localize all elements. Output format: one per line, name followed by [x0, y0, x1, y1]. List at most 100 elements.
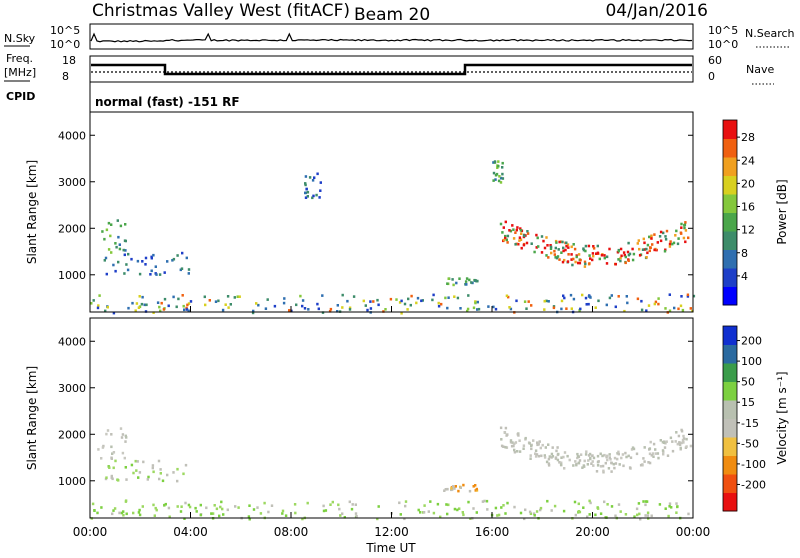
velocity-cell-4-132	[432, 511, 436, 515]
velocity-cell-3-70	[621, 453, 625, 456]
velocity-cell-3-135	[511, 441, 514, 444]
velocity-cell-2-0	[472, 485, 475, 488]
velocity-cell-3-81	[540, 454, 543, 458]
nsky-trace	[90, 32, 693, 43]
velocity-cell-4-144	[494, 506, 498, 510]
power-cell-6-16	[492, 305, 495, 309]
power-cell-5-38	[641, 248, 645, 251]
power-ytick-label-3: 1000	[58, 269, 86, 282]
velocity-cell-4-148	[646, 514, 650, 517]
power-cell-6-181	[647, 304, 651, 307]
velocity-cbar-label-1: 100	[741, 355, 762, 368]
power-cell-2-16	[308, 176, 312, 179]
velocity-cell-3-170	[599, 465, 603, 468]
power-cell-5-113	[668, 242, 672, 246]
velocity-cell-4-195	[221, 507, 224, 511]
power-cell-6-130	[217, 299, 220, 303]
velocity-cell-4-133	[637, 502, 641, 505]
velocity-cell-3-191	[536, 443, 539, 447]
power-cell-6-132	[640, 299, 643, 303]
velocity-cell-3-160	[513, 442, 516, 445]
power-colorbar-swatch-8	[723, 138, 737, 158]
velocity-cell-1-6	[138, 471, 142, 474]
power-cell-1-3	[158, 273, 162, 276]
velocity-cell-4-99	[188, 505, 192, 509]
velocity-cell-4-89	[234, 505, 237, 508]
velocity-cell-4-68	[403, 517, 406, 521]
velocity-cell-4-30	[588, 513, 591, 516]
velocity-cell-0-4	[110, 445, 113, 449]
power-cell-6-23	[594, 306, 597, 309]
velocity-cell-1-7	[184, 463, 188, 467]
power-cell-5-28	[517, 242, 520, 246]
power-cell-5-26	[578, 261, 582, 265]
power-cell-6-48	[691, 309, 694, 313]
velocity-cell-3-163	[635, 452, 639, 456]
velocity-cell-4-106	[137, 511, 141, 514]
velocity-cell-3-15	[560, 456, 563, 459]
power-cell-6-82	[163, 297, 167, 301]
velocity-cell-4-125	[331, 500, 334, 504]
velocity-cell-4-196	[252, 508, 256, 511]
velocity-cell-4-0	[614, 514, 617, 518]
velocity-cell-3-107	[585, 450, 588, 453]
power-cell-6-65	[348, 306, 352, 310]
power-cell-5-204	[663, 249, 667, 253]
velocity-cell-0-17	[121, 433, 125, 436]
velocity-cell-3-125	[595, 470, 599, 473]
power-cell-6-13	[437, 301, 440, 305]
velocity-cell-3-204	[592, 456, 596, 460]
velocity-cell-3-6	[649, 440, 652, 444]
power-cell-6-134	[588, 295, 592, 299]
power-colorbar: 28 24 20 16 12 8 4	[722, 119, 755, 306]
power-cell-2-12	[304, 175, 308, 178]
power-cell-1-33	[152, 253, 155, 257]
velocity-cell-3-196	[647, 461, 650, 464]
velocity-colorbar-frame	[722, 325, 738, 512]
power-cell-6-11	[645, 309, 648, 312]
power-cell-4-0	[501, 172, 504, 176]
power-colorbar-swatch-0	[723, 286, 737, 306]
power-cell-6-0	[421, 299, 424, 302]
power-cell-2-9	[313, 176, 316, 179]
velocity-cell-3-14	[576, 452, 579, 456]
velocity-cell-3-3	[544, 446, 547, 449]
velocity-cell-3-187	[556, 458, 560, 462]
power-ytick-label-0: 4000	[58, 129, 86, 142]
velocity-colorbar-label: Velocity [m s⁻¹]	[775, 371, 789, 464]
power-cell-6-126	[668, 309, 672, 313]
velocity-cell-4-104	[263, 501, 266, 505]
power-cell-6-102	[395, 298, 398, 301]
velocity-cell-1-25	[152, 470, 155, 474]
power-cell-5-110	[499, 222, 503, 226]
power-cell-6-55	[295, 303, 298, 307]
velocity-cell-4-199	[462, 513, 465, 517]
velocity-cell-1-4	[132, 471, 135, 475]
velocity-cell-4-25	[154, 506, 157, 510]
power-cell-5-68	[512, 228, 515, 231]
power-cell-5-51	[543, 246, 547, 250]
velocity-cell-3-34	[596, 454, 600, 458]
velocity-cell-4-80	[284, 514, 288, 517]
power-cell-4-1	[492, 161, 495, 164]
power-cell-6-104	[98, 294, 101, 297]
velocity-cell-4-63	[354, 503, 357, 506]
power-colorbar-swatch-2	[723, 249, 737, 269]
power-cell-5-169	[624, 255, 627, 259]
velocity-cell-3-148	[579, 453, 583, 456]
power-cell-6-111	[186, 303, 189, 307]
velocity-cell-4-38	[639, 517, 642, 521]
power-cell-5-143	[645, 247, 648, 251]
power-cell-6-120	[679, 304, 683, 308]
velocity-cell-4-60	[187, 503, 191, 507]
velocity-cell-2-7	[474, 489, 477, 492]
power-cell-5-112	[575, 255, 578, 259]
velocity-cell-4-83	[112, 509, 115, 512]
velocity-cell-3-69	[654, 452, 658, 455]
power-cell-6-155	[229, 303, 232, 306]
power-cell-5-123	[638, 254, 642, 257]
velocity-cell-4-22	[399, 513, 402, 516]
power-cell-6-182	[410, 294, 413, 298]
velocity-cell-4-121	[222, 513, 225, 516]
velocity-cells	[90, 426, 693, 521]
